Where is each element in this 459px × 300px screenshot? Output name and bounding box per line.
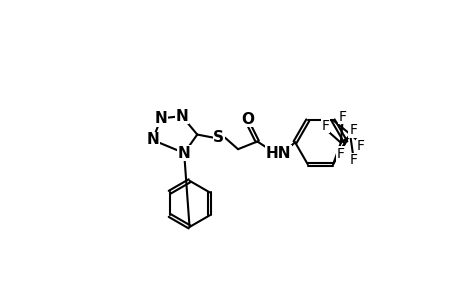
Text: F: F [321,119,329,133]
Text: N: N [175,109,188,124]
Text: N: N [146,133,159,148]
Text: F: F [338,110,346,124]
Text: S: S [213,130,224,145]
Text: O: O [241,112,254,127]
Text: N: N [177,146,190,160]
Text: F: F [348,153,356,167]
Text: N: N [154,111,167,126]
Text: F: F [356,140,364,153]
Text: F: F [336,147,344,161]
Text: HN: HN [265,146,290,160]
Text: F: F [348,123,356,137]
